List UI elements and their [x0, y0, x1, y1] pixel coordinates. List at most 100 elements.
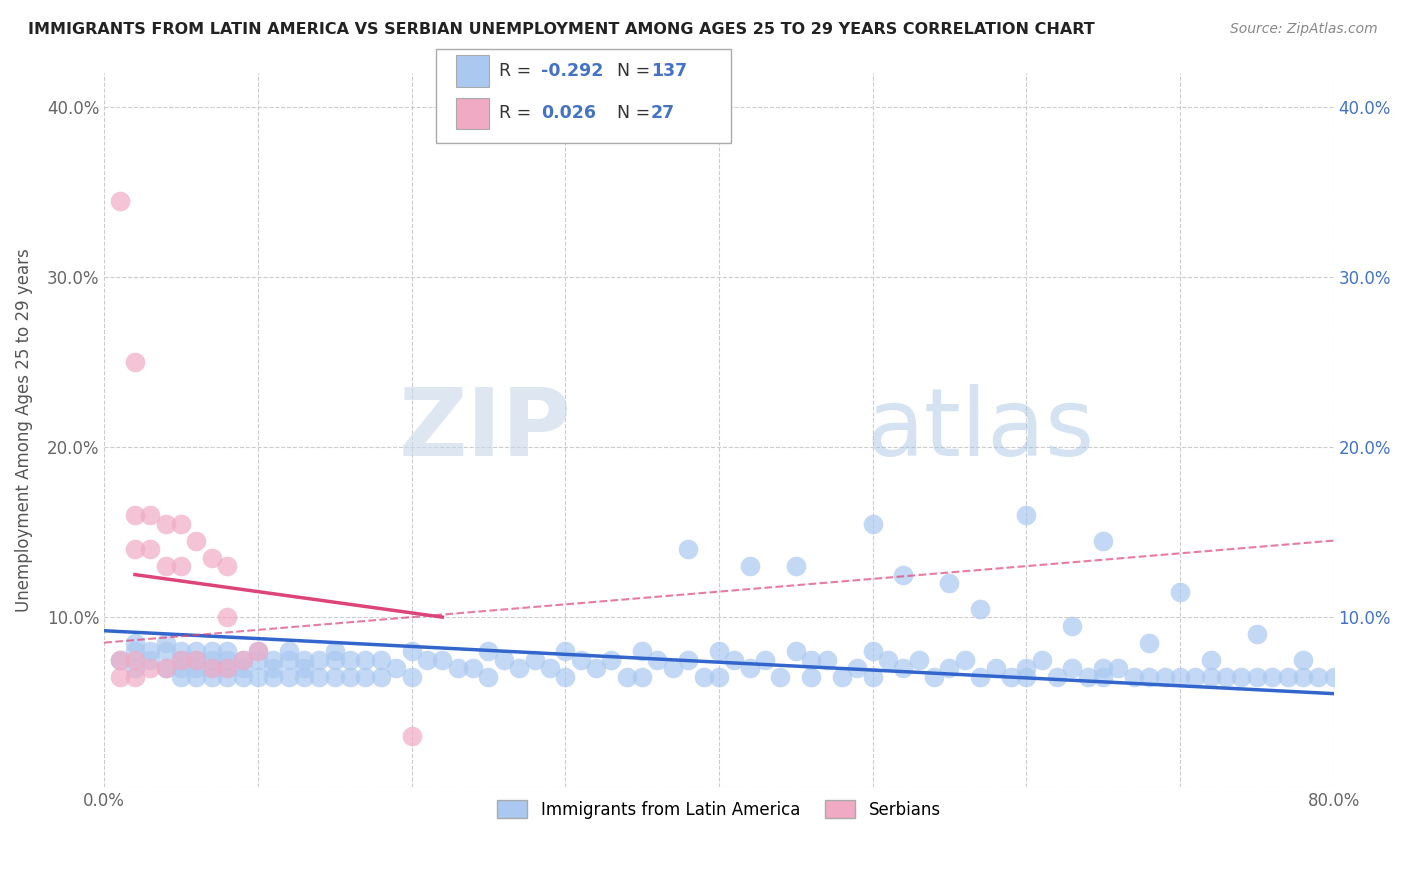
Point	[201, 661, 224, 675]
Point	[262, 670, 284, 684]
Point	[186, 533, 208, 548]
Text: R =: R =	[499, 62, 537, 80]
Point	[292, 661, 315, 675]
Point	[1092, 670, 1115, 684]
Point	[432, 653, 454, 667]
Point	[416, 653, 439, 667]
Point	[232, 653, 254, 667]
Point	[969, 670, 991, 684]
Point	[800, 653, 823, 667]
Point	[938, 576, 960, 591]
Point	[217, 661, 239, 675]
Point	[1277, 670, 1299, 684]
Point	[323, 644, 346, 658]
Point	[246, 653, 269, 667]
Point	[1230, 670, 1253, 684]
Y-axis label: Unemployment Among Ages 25 to 29 years: Unemployment Among Ages 25 to 29 years	[15, 248, 32, 612]
Point	[170, 653, 193, 667]
Point	[262, 661, 284, 675]
Point	[1246, 627, 1268, 641]
Point	[155, 661, 177, 675]
Text: N =: N =	[606, 62, 655, 80]
Point	[186, 661, 208, 675]
Point	[461, 661, 484, 675]
Point	[108, 653, 131, 667]
Point	[170, 670, 193, 684]
Point	[815, 653, 838, 667]
Point	[401, 670, 423, 684]
Point	[1108, 661, 1130, 675]
Point	[1062, 661, 1084, 675]
Point	[323, 653, 346, 667]
Point	[738, 559, 761, 574]
Point	[862, 670, 884, 684]
Point	[907, 653, 929, 667]
Point	[217, 559, 239, 574]
Point	[401, 729, 423, 743]
Point	[1261, 670, 1284, 684]
Text: 27: 27	[651, 104, 675, 122]
Point	[277, 644, 299, 658]
Point	[217, 670, 239, 684]
Point	[953, 653, 976, 667]
Point	[800, 670, 823, 684]
Point	[1015, 670, 1038, 684]
Point	[554, 644, 576, 658]
Point	[385, 661, 408, 675]
Point	[877, 653, 900, 667]
Point	[1031, 653, 1053, 667]
Point	[339, 670, 361, 684]
Text: ZIP: ZIP	[398, 384, 571, 476]
Text: N =: N =	[606, 104, 655, 122]
Point	[170, 644, 193, 658]
Point	[139, 508, 162, 522]
Point	[186, 670, 208, 684]
Point	[1168, 670, 1191, 684]
Point	[155, 644, 177, 658]
Point	[186, 653, 208, 667]
Point	[662, 661, 685, 675]
Point	[201, 550, 224, 565]
Point	[477, 670, 499, 684]
Point	[108, 653, 131, 667]
Point	[339, 653, 361, 667]
Point	[124, 542, 146, 557]
Point	[232, 653, 254, 667]
Point	[862, 644, 884, 658]
Point	[508, 661, 530, 675]
Point	[124, 644, 146, 658]
Point	[1153, 670, 1175, 684]
Point	[292, 670, 315, 684]
Point	[600, 653, 623, 667]
Point	[308, 653, 330, 667]
Point	[354, 653, 377, 667]
Point	[155, 559, 177, 574]
Point	[1000, 670, 1022, 684]
Point	[201, 653, 224, 667]
Point	[170, 661, 193, 675]
Point	[569, 653, 592, 667]
Point	[969, 601, 991, 615]
Point	[277, 653, 299, 667]
Point	[108, 670, 131, 684]
Point	[1092, 533, 1115, 548]
Point	[1168, 584, 1191, 599]
Point	[723, 653, 745, 667]
Point	[1246, 670, 1268, 684]
Point	[1292, 653, 1315, 667]
Point	[170, 516, 193, 531]
Point	[201, 644, 224, 658]
Point	[124, 508, 146, 522]
Point	[124, 355, 146, 369]
Point	[647, 653, 669, 667]
Point	[477, 644, 499, 658]
Text: IMMIGRANTS FROM LATIN AMERICA VS SERBIAN UNEMPLOYMENT AMONG AGES 25 TO 29 YEARS : IMMIGRANTS FROM LATIN AMERICA VS SERBIAN…	[28, 22, 1095, 37]
Point	[292, 653, 315, 667]
Point	[1015, 661, 1038, 675]
Point	[232, 670, 254, 684]
Point	[707, 670, 730, 684]
Point	[738, 661, 761, 675]
Point	[1046, 670, 1069, 684]
Point	[676, 653, 699, 667]
Point	[554, 670, 576, 684]
